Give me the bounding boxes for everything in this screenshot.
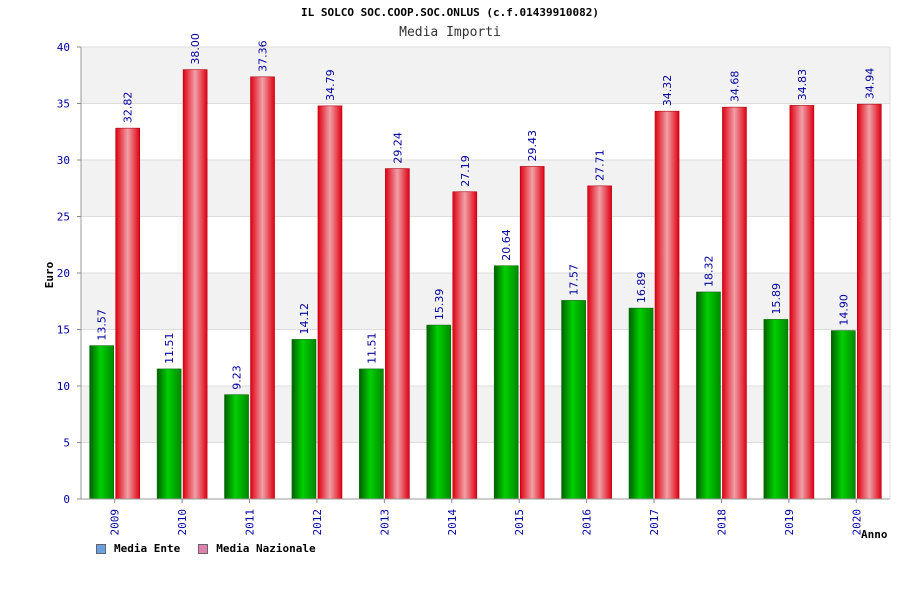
chart-title: IL SOLCO SOC.COOP.SOC.ONLUS (c.f.0143991… xyxy=(300,6,599,19)
bar-media-ente xyxy=(156,368,182,500)
grid-band xyxy=(81,273,890,330)
data-label: 34.68 xyxy=(728,71,741,103)
chart-subtitle: Media Importi xyxy=(399,25,501,40)
data-label: 17.57 xyxy=(568,264,581,296)
legend-item-media-ente: Media Ente xyxy=(96,542,180,555)
data-label: 27.19 xyxy=(459,155,472,187)
data-label: 34.94 xyxy=(863,68,876,100)
y-tick-label: 35 xyxy=(57,98,70,111)
bar-media-ente xyxy=(493,265,519,500)
data-label: 37.36 xyxy=(257,40,270,72)
legend-label: Media Ente xyxy=(114,542,181,555)
legend-item-media-nazionale: Media Nazionale xyxy=(198,542,316,555)
data-label: 14.90 xyxy=(837,294,850,326)
bar-media-ente xyxy=(89,345,115,500)
x-tick-label: 2011 xyxy=(244,509,257,536)
bar-media-ente xyxy=(696,291,721,500)
bar-media-ente xyxy=(426,324,452,500)
data-label: 34.32 xyxy=(661,75,674,107)
data-label: 11.51 xyxy=(365,332,378,364)
x-tick-label: 2009 xyxy=(109,509,122,536)
plot-background xyxy=(81,47,890,443)
bar-media-nazionale xyxy=(856,103,882,500)
y-tick-label: 5 xyxy=(63,437,70,450)
data-label: 16.89 xyxy=(635,272,648,304)
data-label: 20.64 xyxy=(500,229,513,261)
grid-band xyxy=(81,47,890,104)
bar-media-ente xyxy=(291,339,317,500)
data-label: 13.57 xyxy=(96,309,109,341)
x-tick-label: 2015 xyxy=(513,509,526,536)
y-tick-label: 15 xyxy=(57,324,70,337)
bar-media-ente xyxy=(763,319,789,500)
y-tick-label: 25 xyxy=(57,211,70,224)
bar-media-nazionale xyxy=(182,69,208,500)
data-label: 15.39 xyxy=(433,289,446,321)
bar-media-nazionale xyxy=(722,106,747,500)
data-label: 29.24 xyxy=(391,132,404,164)
data-label: 11.51 xyxy=(163,332,176,364)
bar-media-ente xyxy=(628,307,654,500)
bar-media-ente xyxy=(561,300,586,500)
data-label: 32.82 xyxy=(122,92,135,124)
legend-label: Media Nazionale xyxy=(216,542,316,555)
legend-swatch xyxy=(198,543,209,554)
y-axis-label: Euro xyxy=(43,261,56,288)
data-label: 18.32 xyxy=(702,255,715,287)
data-label: 34.79 xyxy=(324,69,337,101)
grid-band xyxy=(81,386,890,443)
y-tick-label: 0 xyxy=(63,493,70,506)
data-label: 34.83 xyxy=(796,69,809,101)
bar-media-ente xyxy=(359,368,384,500)
axes: 0 5 10 15 20 25 30 35 40 2009 2010 2011 2012 2013 2014… xyxy=(57,41,891,536)
legend-swatch xyxy=(96,543,106,554)
x-tick-label: 2019 xyxy=(783,509,796,536)
x-axis-label: Anno xyxy=(861,528,888,541)
bar-media-nazionale xyxy=(317,105,343,500)
bar-media-nazionale xyxy=(587,185,612,500)
bar-media-nazionale xyxy=(452,191,478,500)
y-tick-label: 30 xyxy=(57,154,70,167)
grid-band xyxy=(81,160,890,217)
gridlines xyxy=(81,46,890,500)
data-label: 29.43 xyxy=(526,130,539,162)
bar-media-nazionale xyxy=(654,110,680,500)
bars: 13.57 32.82 11.51 38.00 9.23 37.36 14.12 34.79 1… xyxy=(89,33,882,500)
data-label: 14.12 xyxy=(298,303,311,335)
x-tick-label: 2018 xyxy=(715,509,728,536)
y-tick-label: 20 xyxy=(57,267,70,280)
x-tick-label: 2010 xyxy=(176,509,189,536)
x-tick-label: 2017 xyxy=(648,509,661,536)
x-tick-label: 2020 xyxy=(850,509,863,536)
x-tick-label: 2012 xyxy=(311,509,324,536)
data-label: 27.71 xyxy=(594,149,607,181)
bar-media-nazionale xyxy=(789,105,815,500)
bar-media-ente xyxy=(224,394,249,500)
x-tick-label: 2014 xyxy=(446,509,459,536)
bar-media-nazionale xyxy=(519,166,545,500)
data-label: 15.89 xyxy=(770,283,783,315)
bar-media-nazionale xyxy=(115,127,141,500)
y-tick-label: 40 xyxy=(57,41,70,54)
data-label: 38.00 xyxy=(189,33,202,65)
bar-media-nazionale xyxy=(250,76,275,500)
x-tick-label: 2013 xyxy=(378,509,391,536)
bar-media-ente xyxy=(830,330,856,500)
data-label: 9.23 xyxy=(231,365,244,390)
y-tick-label: 10 xyxy=(57,380,70,393)
legend: Media Ente Media Nazionale xyxy=(96,542,334,555)
bar-media-nazionale xyxy=(385,168,410,500)
x-tick-label: 2016 xyxy=(581,509,594,536)
